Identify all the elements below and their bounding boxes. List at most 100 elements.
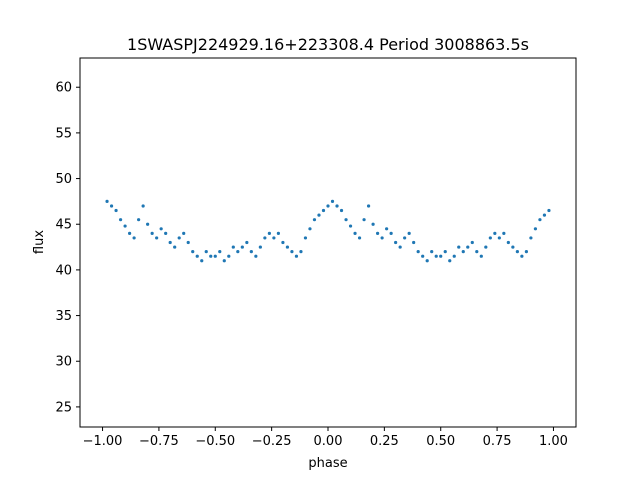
data-point [339, 208, 344, 213]
data-point [164, 231, 168, 235]
data-point [227, 254, 231, 258]
plot-area [105, 199, 551, 263]
data-point [236, 250, 240, 254]
data-point [317, 213, 321, 217]
data-point [132, 236, 136, 240]
data-point [209, 254, 213, 258]
y-tick-label: 60 [55, 81, 72, 96]
y-tick-label: 45 [55, 218, 72, 233]
data-point [177, 236, 181, 240]
data-point [506, 240, 510, 245]
data-point [385, 227, 389, 231]
x-tick-label: 0.75 [483, 434, 512, 449]
data-point [240, 245, 244, 249]
x-tick-label: 0.50 [426, 434, 455, 449]
data-point [353, 231, 357, 235]
data-point [267, 231, 271, 235]
data-point [128, 231, 132, 235]
y-tick-label: 30 [55, 355, 72, 370]
data-point [344, 218, 348, 222]
data-point [182, 231, 186, 235]
y-tick-label: 50 [55, 172, 72, 187]
data-point [335, 204, 339, 208]
data-point [380, 236, 384, 240]
data-point [479, 254, 483, 258]
data-point [547, 208, 551, 213]
data-point [245, 240, 249, 245]
data-point [439, 254, 443, 258]
data-point [218, 250, 222, 254]
data-point [425, 259, 429, 263]
data-point [231, 245, 235, 249]
data-point [475, 250, 479, 254]
data-point [434, 254, 438, 258]
data-point [470, 240, 474, 245]
axes-frame [79, 57, 577, 428]
data-point [285, 245, 290, 249]
x-axis: −1.00 −0.75 −0.50 −0.25 0.00 0.25 0.50 0.75 1.00 [83, 427, 568, 449]
data-point [137, 218, 141, 222]
data-point [502, 231, 506, 235]
data-point [326, 204, 330, 208]
data-point [195, 254, 199, 258]
data-point [191, 250, 195, 254]
data-point [371, 222, 375, 226]
data-point [109, 204, 114, 208]
x-axis-label: phase [308, 456, 347, 471]
data-point [168, 240, 172, 245]
data-point [362, 218, 366, 222]
data-point [281, 240, 285, 245]
data-point [497, 236, 501, 240]
data-point [357, 236, 362, 240]
data-point [114, 208, 118, 213]
data-point [272, 236, 276, 240]
data-point [484, 245, 488, 249]
data-point [448, 259, 452, 263]
data-point [150, 231, 154, 235]
data-point [294, 254, 299, 258]
x-tick-label: −0.50 [195, 434, 235, 449]
data-point [389, 231, 393, 235]
data-point [258, 245, 262, 249]
data-point [452, 254, 456, 258]
data-point [461, 250, 465, 254]
data-point [254, 254, 258, 258]
x-tick-label: 0.00 [314, 434, 343, 449]
data-point [204, 250, 208, 254]
data-point [403, 236, 407, 240]
data-point [276, 231, 280, 235]
x-tick-label: −1.00 [83, 434, 123, 449]
data-point [213, 254, 217, 258]
data-point [529, 236, 533, 240]
data-point [398, 245, 402, 249]
data-point [155, 236, 159, 240]
y-axis: 25 30 35 40 45 50 55 60 [55, 81, 80, 415]
data-point [303, 236, 308, 240]
data-point [524, 250, 529, 254]
data-point [290, 250, 294, 254]
data-point [376, 231, 380, 235]
data-point [466, 245, 470, 249]
data-point [416, 250, 420, 254]
data-point [146, 222, 150, 226]
data-point [186, 240, 190, 245]
data-point [123, 224, 127, 228]
data-point [430, 250, 434, 254]
x-tick-label: 0.25 [370, 434, 399, 449]
data-point [105, 199, 109, 203]
x-tick-label: −0.75 [139, 434, 179, 449]
data-point [312, 218, 317, 222]
data-point [443, 250, 447, 254]
data-point [407, 231, 411, 235]
data-point [515, 250, 519, 254]
y-axis-label: flux [32, 230, 47, 254]
y-tick-label: 35 [55, 309, 72, 324]
data-point [366, 204, 371, 208]
data-point [263, 236, 267, 240]
data-point [118, 218, 123, 222]
data-point [330, 199, 335, 203]
data-point [421, 254, 425, 258]
data-point [308, 227, 312, 231]
data-point [520, 254, 524, 258]
